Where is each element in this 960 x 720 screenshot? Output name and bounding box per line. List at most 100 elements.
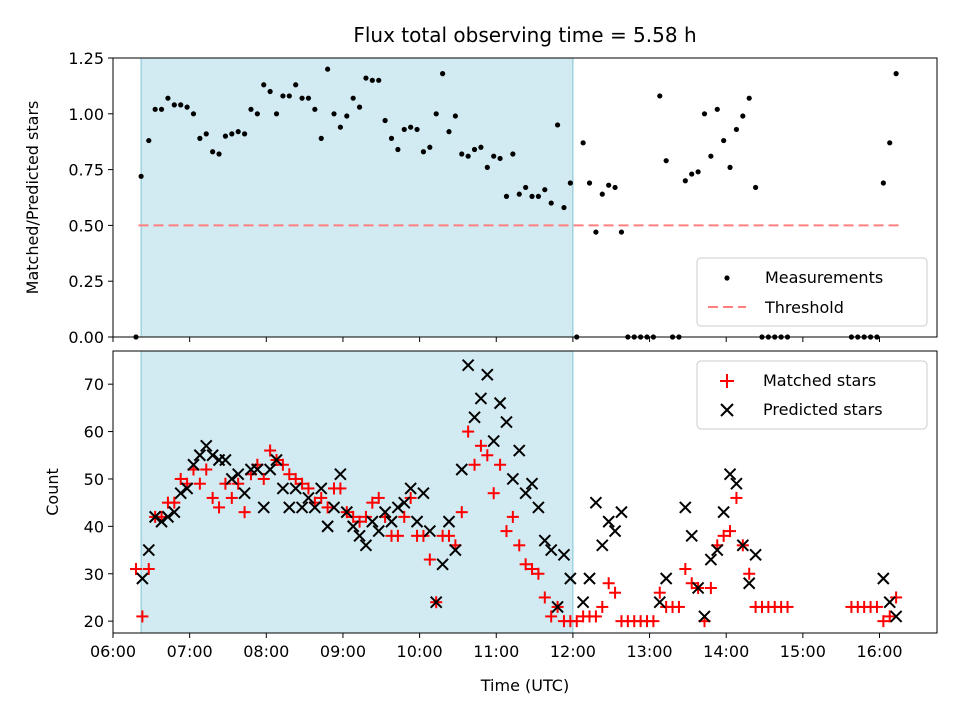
measurement-point: [714, 106, 720, 112]
predicted-star-point: [398, 496, 411, 509]
bottom-y-tick-label: 20: [84, 612, 104, 631]
matched-star-point: [257, 472, 270, 485]
matched-star-point: [366, 496, 379, 509]
predicted-star-point: [532, 501, 545, 514]
predicted-star-point: [711, 543, 724, 557]
bottom-legend: Matched stars Predicted stars: [696, 360, 928, 430]
predicted-star-point: [423, 524, 437, 538]
predicted-star-point: [372, 524, 385, 538]
measurement-points: [133, 66, 899, 340]
predicted-star-point: [231, 468, 245, 481]
x-tick-label: 12:00: [550, 642, 596, 661]
predicted-star-point: [334, 468, 347, 481]
measurement-point: [152, 106, 158, 112]
predicted-star-point: [340, 505, 353, 519]
matched-star-point: [404, 491, 417, 504]
x-axis-label: Time (UTC): [480, 676, 569, 695]
measurement-point: [510, 151, 516, 157]
legend-threshold-label: Threshold: [764, 298, 844, 317]
matched-star-point: [315, 491, 328, 504]
predicted-star-point: [455, 463, 468, 476]
predicted-star-point: [238, 486, 251, 500]
measurement-point: [586, 180, 593, 186]
predicted-star-point: [442, 515, 456, 528]
predicted-star-point: [366, 515, 379, 528]
measurement-point: [197, 135, 203, 141]
matched-star-point: [519, 558, 532, 571]
predicted-star-point: [302, 491, 315, 505]
matched-star-point: [545, 610, 558, 623]
measurement-point: [618, 229, 625, 235]
x-tick-label: 09:00: [320, 642, 366, 661]
predicted-star-point: [749, 548, 762, 562]
predicted-star-point: [487, 434, 500, 448]
measurement-point: [599, 191, 605, 197]
measurement-point: [293, 82, 299, 88]
predicted-star-point: [219, 453, 232, 467]
matched-star-point: [142, 563, 155, 576]
matched-star-point: [200, 463, 213, 476]
predicted-star-point: [564, 572, 577, 585]
top-axis-ticks: 0.00 0.25 0.50 0.75 1.00 1.25: [68, 49, 881, 347]
predicted-star-point: [730, 477, 743, 490]
matched-star-point: [206, 491, 219, 504]
bottom-y-axis-label: Count: [43, 468, 62, 516]
top-y-tick-label: 0.75: [68, 161, 104, 180]
predicted-star-point: [436, 558, 449, 571]
measurement-point: [312, 106, 318, 112]
predicted-star-point: [161, 510, 175, 524]
predicted-star-point: [327, 501, 341, 514]
matched-star-point: [302, 482, 315, 495]
measurement-point: [401, 126, 407, 133]
matched-star-point: [494, 458, 507, 471]
matched-star-point: [347, 510, 360, 523]
predicted-star-point: [180, 482, 194, 495]
matched-star-point: [283, 468, 296, 481]
measurement-point: [446, 129, 452, 135]
measurement-point: [452, 113, 458, 119]
measurement-point: [497, 155, 503, 162]
legend-predicted-label: Predicted stars: [763, 400, 883, 419]
matched-star-point: [442, 529, 455, 542]
measurement-point: [459, 151, 465, 157]
legend-matched-label: Matched stars: [763, 371, 876, 390]
matched-star-point: [506, 510, 519, 523]
predicted-star-point: [289, 482, 302, 495]
predicted-star-point: [519, 486, 532, 500]
predicted-star-point: [525, 477, 539, 490]
measurement-point: [146, 137, 152, 144]
predicted-star-point: [148, 510, 162, 524]
matched-star-point: [481, 449, 494, 462]
matched-star-point: [462, 425, 475, 438]
measurement-point: [216, 151, 222, 157]
measurement-point: [612, 184, 618, 191]
measurement-point: [478, 144, 484, 150]
predicted-star-point: [257, 501, 270, 514]
measurement-point: [210, 149, 216, 155]
measurement-point: [721, 137, 727, 144]
predicted-star-point: [391, 501, 405, 514]
matched-star-point: [168, 496, 181, 509]
predicted-star-point: [589, 496, 603, 509]
predicted-star-point: [200, 439, 213, 452]
legend-measurements-marker: [724, 275, 730, 281]
measurement-point: [184, 104, 190, 110]
matched-star-point: [474, 439, 487, 452]
predicted-star-point: [557, 548, 571, 562]
measurement-point: [331, 111, 337, 117]
predicted-star-point: [877, 572, 890, 585]
predicted-star-point: [596, 539, 609, 552]
measurement-point: [727, 164, 733, 170]
predicted-star-point: [493, 396, 507, 410]
star-count-panel: 20 30 40 50 60 70 06:00 07:00 08:00 09:00 10:00 11:…: [43, 350, 938, 695]
matched-star-point: [353, 515, 366, 528]
predicted-star-point: [481, 368, 494, 381]
measurement-point: [248, 106, 254, 112]
measurement-point: [471, 146, 478, 153]
measurement-point: [382, 117, 388, 124]
matched-star-point: [129, 563, 142, 576]
measurement-point: [350, 95, 356, 101]
measurement-point: [178, 102, 184, 108]
top-y-tick-label: 1.25: [68, 49, 104, 68]
